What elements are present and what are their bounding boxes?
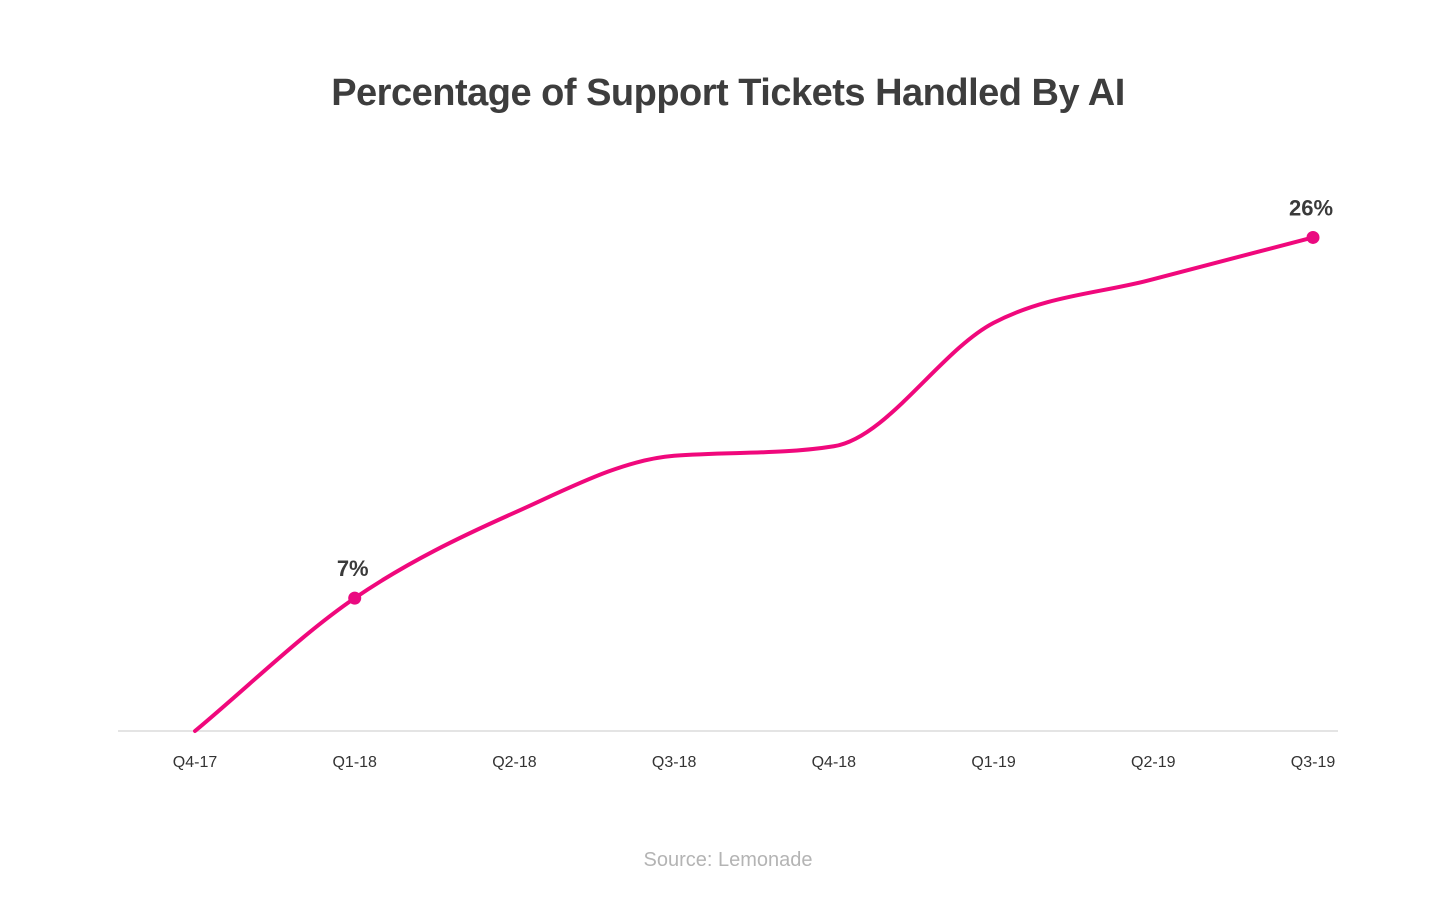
x-tick-label: Q4-18	[812, 754, 857, 771]
source-note: Source: Lemonade	[643, 849, 813, 871]
series-line	[193, 235, 1315, 733]
x-tick-label: Q4-17	[173, 754, 218, 771]
data-point-marker	[348, 591, 362, 605]
data-label: 7%	[337, 556, 369, 581]
x-tick-label: Q2-18	[492, 754, 537, 771]
x-tick-label: Q3-19	[1291, 754, 1336, 771]
x-tick-label: Q1-18	[332, 754, 377, 771]
x-tick-label: Q3-18	[652, 754, 697, 771]
series-layer	[193, 235, 1315, 733]
data-point-marker	[1306, 230, 1320, 244]
data-label: 26%	[1289, 195, 1333, 220]
chart-title: Percentage of Support Tickets Handled By…	[331, 72, 1125, 114]
x-tick-label: Q2-19	[1131, 754, 1176, 771]
marker-layer	[348, 230, 1320, 605]
x-axis: Q4-17 Q1-18 Q2-18 Q3-18 Q4-18 Q1-19 Q2-19 Q3-19	[118, 730, 1338, 771]
x-tick-label: Q1-19	[971, 754, 1016, 771]
label-layer: 7% 26%	[337, 195, 1333, 581]
